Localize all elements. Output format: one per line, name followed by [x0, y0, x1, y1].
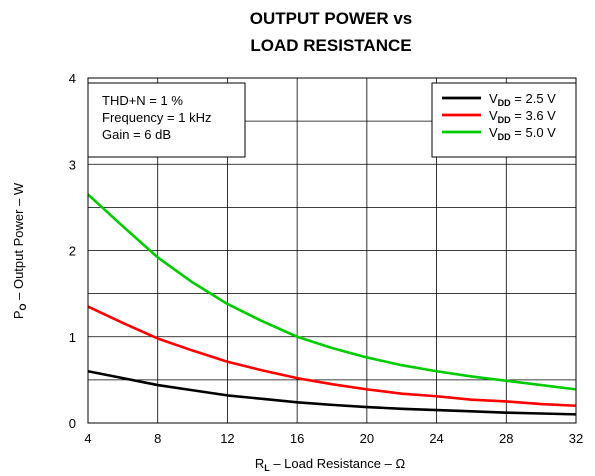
x-tick-label: 12: [220, 431, 234, 446]
conditions-annotation: THD+N = 1 % Frequency = 1 kHz Gain = 6 d…: [87, 82, 246, 158]
x-tick-label: 16: [290, 431, 304, 446]
legend-box: [431, 82, 577, 158]
plot-frame: [87, 77, 577, 424]
annotation-box: [87, 82, 246, 158]
y-tick-label: 0: [69, 416, 76, 431]
annotation-thd: THD+N = 1 %: [102, 93, 183, 108]
annotation-gain: Gain = 6 dB: [102, 127, 171, 142]
series-line-1: [87, 369, 577, 416]
annotation-frequency: Frequency = 1 kHz: [102, 110, 211, 125]
y-axis-label-sub: O: [18, 303, 28, 310]
x-axis-label-main: R: [255, 456, 264, 471]
x-tick-labels: 4 8 12 16 20 24 28 32: [84, 431, 583, 446]
y-tick-label: 3: [69, 157, 76, 172]
x-axis-label: RL – Load Resistance – Ω: [255, 456, 406, 473]
x-tick-label: 20: [360, 431, 374, 446]
legend-label-1: VDD = 2.5 V: [489, 91, 556, 108]
x-tick-label: 4: [84, 431, 91, 446]
x-tick-label: 8: [154, 431, 161, 446]
legend-label-2: VDD = 3.6 V: [489, 108, 556, 125]
x-tick-label: 28: [499, 431, 513, 446]
chart-title-line-2: LOAD RESISTANCE: [250, 36, 411, 55]
series-line-3: [87, 193, 577, 391]
series-lines: [87, 193, 577, 416]
x-tick-label: 24: [429, 431, 443, 446]
y-tick-labels: 0 1 2 3 4: [69, 71, 76, 431]
y-tick-label: 2: [69, 244, 76, 259]
y-tick-label: 1: [69, 330, 76, 345]
x-tick-label: 32: [569, 431, 583, 446]
legend-label-3: VDD = 5.0 V: [489, 125, 556, 142]
y-axis-label: PO – Output Power – W: [11, 182, 28, 319]
y-tick-label: 4: [69, 71, 76, 86]
y-axis-label-rest: – Output Power – W: [11, 182, 26, 303]
chart-title-line-1: OUTPUT POWER vs: [250, 9, 412, 28]
x-axis-label-rest: – Load Resistance – Ω: [270, 456, 406, 471]
series-line-2: [87, 305, 577, 408]
y-axis-label-main: P: [11, 311, 26, 320]
x-axis-label-sub: L: [264, 463, 270, 473]
